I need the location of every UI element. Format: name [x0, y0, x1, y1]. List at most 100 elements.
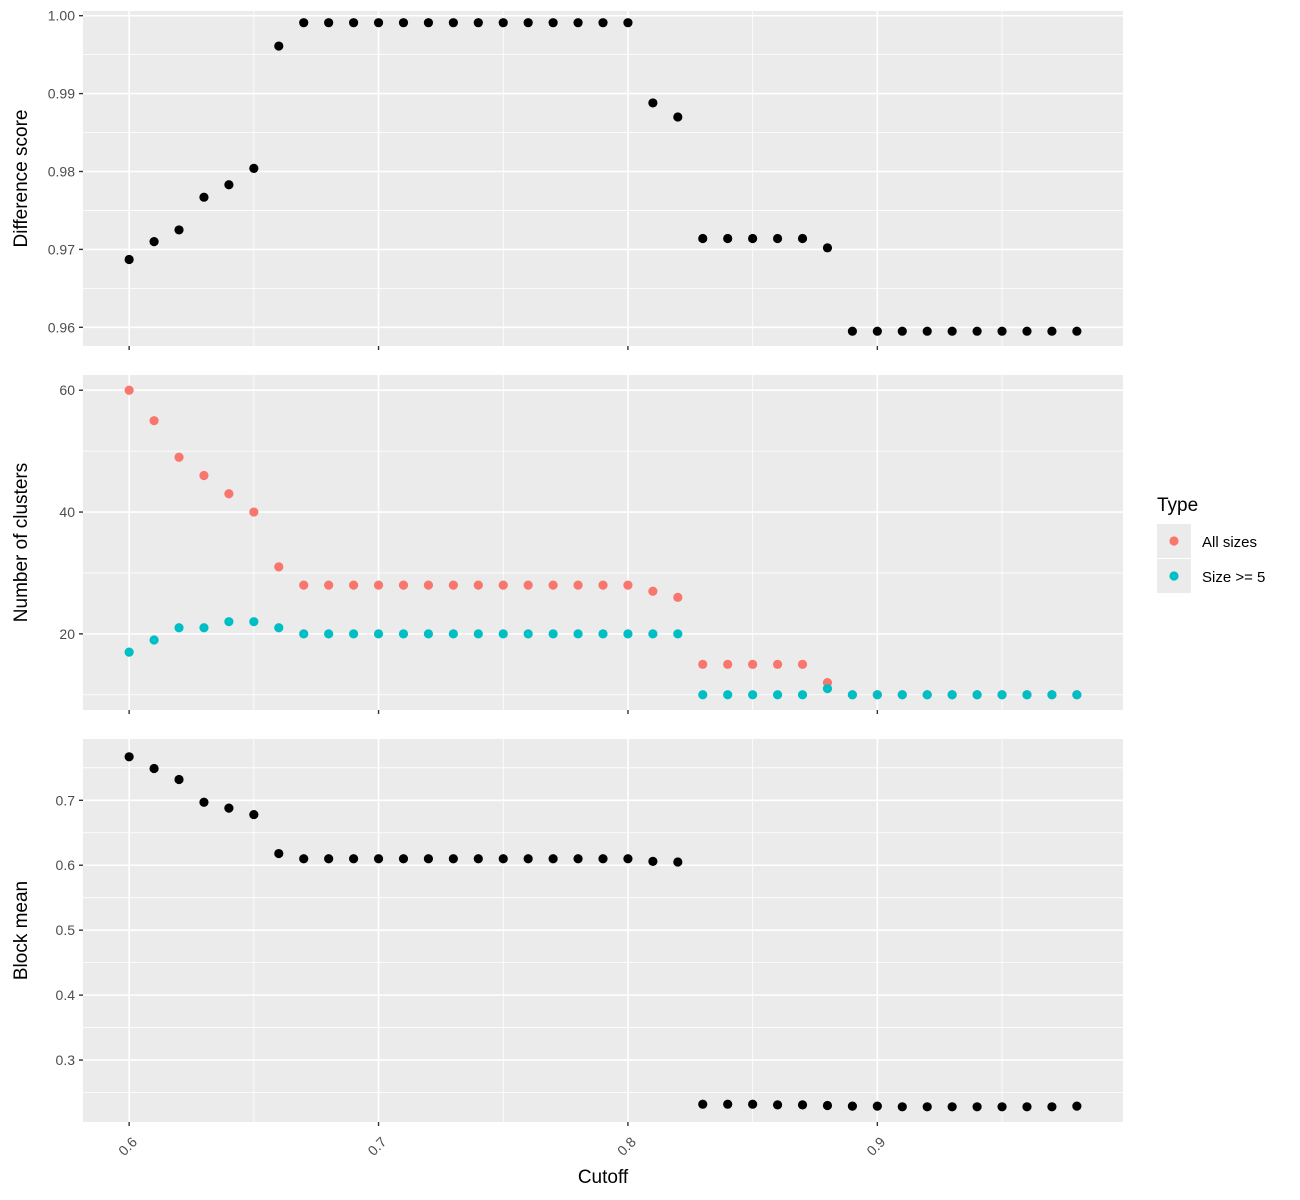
y-tick-label: 0.3: [56, 1052, 76, 1068]
data-point: [149, 635, 159, 645]
data-point: [1047, 326, 1057, 336]
data-point: [473, 18, 483, 28]
data-point: [972, 326, 982, 336]
y-axis-title: Difference score: [11, 110, 32, 248]
data-point: [573, 854, 583, 864]
data-point: [373, 854, 384, 864]
data-point: [797, 659, 808, 669]
data-point: [274, 848, 284, 859]
x-tick-label: 0.8: [614, 1134, 639, 1159]
data-point: [249, 163, 259, 173]
panel-background: [83, 375, 1123, 710]
x-axis-title: Cutoff: [578, 1167, 629, 1188]
data-point: [1072, 1101, 1082, 1111]
y-tick-label: 0.98: [48, 163, 75, 179]
y-tick-label: 60: [59, 382, 75, 398]
data-point: [423, 854, 434, 864]
y-tick-label: 0.6: [56, 857, 76, 873]
data-point: [648, 586, 658, 596]
data-point: [398, 854, 409, 864]
data-point: [797, 233, 808, 244]
series-all-sizes: [124, 385, 1082, 700]
data-point: [299, 18, 309, 28]
data-point: [523, 580, 533, 590]
data-point: [473, 629, 483, 639]
legend-dot-all-sizes: [1169, 536, 1179, 546]
data-point: [149, 237, 159, 247]
chart-panels: 0.96 0.97 0.98 0.99 1.00 Difference score 20 40…: [11, 8, 1123, 1159]
data-point: [623, 18, 633, 28]
data-point: [1022, 690, 1032, 700]
data-point: [723, 233, 733, 244]
data-point: [423, 18, 434, 28]
data-point: [598, 854, 608, 864]
data-point: [398, 18, 409, 28]
data-point: [274, 562, 284, 572]
data-point: [822, 1100, 833, 1111]
data-point: [224, 489, 234, 499]
data-point: [673, 592, 683, 602]
data-point: [748, 659, 758, 669]
series-block-mean: [124, 752, 1082, 1112]
data-point: [772, 1100, 783, 1110]
data-point: [573, 629, 583, 639]
data-point: [249, 617, 259, 627]
data-point: [348, 854, 359, 864]
data-point: [772, 233, 783, 244]
data-point: [423, 580, 434, 590]
data-point: [972, 690, 982, 700]
data-point: [199, 797, 209, 807]
data-point: [748, 690, 758, 700]
data-point: [997, 1102, 1007, 1112]
data-point: [124, 254, 134, 265]
data-point: [324, 854, 334, 864]
data-point: [897, 326, 907, 336]
data-point: [847, 690, 858, 700]
data-point: [997, 326, 1007, 336]
data-point: [698, 659, 708, 669]
data-point: [149, 763, 159, 774]
data-point: [573, 580, 583, 590]
data-point: [548, 18, 558, 28]
data-point: [673, 112, 683, 122]
data-point: [174, 452, 184, 462]
data-point: [847, 1101, 858, 1111]
data-point: [623, 580, 633, 590]
data-point: [822, 243, 833, 253]
data-point: [448, 18, 458, 28]
data-point: [124, 647, 134, 657]
data-point: [673, 857, 683, 867]
data-point: [723, 690, 733, 700]
y-tick-label: 1.00: [48, 8, 75, 24]
data-point: [648, 629, 658, 639]
panel-block-mean: 0.3 0.4 0.5 0.6 0.7 Block mean: [11, 739, 1123, 1126]
data-point: [274, 41, 284, 51]
data-point: [523, 18, 533, 28]
data-point: [723, 1099, 733, 1109]
data-point: [124, 752, 134, 762]
data-point: [124, 385, 134, 395]
legend-label-all-sizes: All sizes: [1202, 534, 1257, 551]
data-point: [947, 326, 957, 336]
data-point: [199, 470, 209, 481]
data-point: [922, 1102, 932, 1112]
data-point: [698, 690, 708, 700]
data-point: [373, 629, 384, 639]
data-point: [199, 623, 209, 633]
data-point: [623, 854, 633, 864]
data-point: [224, 180, 234, 190]
data-point: [872, 690, 882, 700]
data-point: [947, 690, 957, 700]
data-point: [598, 629, 608, 639]
data-point: [174, 774, 184, 785]
data-point: [473, 854, 483, 864]
data-point: [348, 18, 359, 28]
data-point: [897, 1102, 907, 1112]
data-point: [324, 18, 334, 28]
legend: Type All sizes Size >= 5: [1157, 495, 1265, 593]
data-point: [299, 580, 309, 590]
data-point: [1047, 1102, 1057, 1112]
y-tick-label: 20: [59, 626, 75, 642]
y-tick-label: 0.5: [56, 922, 76, 938]
